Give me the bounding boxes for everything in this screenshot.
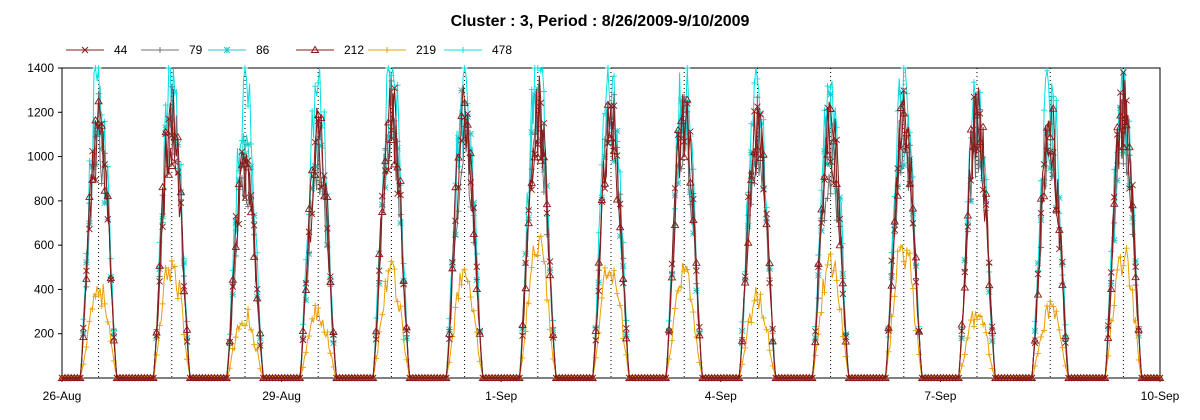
y-tick-label: 1000 (27, 150, 54, 164)
series-44 (58, 69, 1164, 382)
series-markers-219 (59, 233, 1163, 381)
series-markers-212 (57, 95, 1165, 381)
legend-label: 219 (416, 43, 436, 57)
legend-label: 478 (492, 43, 512, 57)
legend: 44 79 86 212 219 478 (66, 43, 512, 57)
legend-marker (81, 46, 89, 54)
legend-item-219: 219 (368, 43, 436, 57)
x-tick-label: 10-Sep (1141, 389, 1180, 403)
x-tick-label: 26-Aug (43, 389, 82, 403)
legend-marker (310, 45, 320, 53)
chart-title: Cluster : 3, Period : 8/26/2009-9/10/200… (451, 13, 750, 30)
x-tick-label: 29-Aug (262, 389, 301, 403)
legend-item-212: 212 (296, 43, 364, 57)
series-line-212 (62, 80, 1160, 379)
legend-label: 86 (256, 43, 270, 57)
plot-area: 200 400 600 800 1000 1200 1400 26-Aug 29-Aug 1-Se… (27, 61, 1179, 403)
y-tick-label: 200 (34, 327, 54, 341)
legend-label: 79 (189, 43, 203, 57)
legend-label: 212 (344, 43, 364, 57)
legend-label: 44 (114, 43, 128, 57)
legend-item-86: 86 (208, 43, 270, 57)
legend-item-79: 79 (141, 43, 203, 57)
x-tick-label: 1-Sep (485, 389, 517, 403)
legend-marker (460, 47, 466, 53)
series-212 (57, 80, 1165, 381)
y-tick-label: 1200 (27, 105, 54, 119)
legend-marker (223, 46, 231, 54)
legend-marker (384, 47, 390, 53)
x-tick-label: 7-Sep (924, 389, 956, 403)
series-219 (59, 233, 1163, 381)
y-tick-label: 1400 (27, 61, 54, 75)
y-tick-label: 800 (34, 194, 54, 208)
y-tick-label: 400 (34, 282, 54, 296)
legend-item-44: 44 (66, 43, 128, 57)
y-tick-label: 600 (34, 238, 54, 252)
x-tick-label: 4-Sep (705, 389, 737, 403)
legend-item-478: 478 (444, 43, 512, 57)
legend-marker (157, 47, 163, 53)
